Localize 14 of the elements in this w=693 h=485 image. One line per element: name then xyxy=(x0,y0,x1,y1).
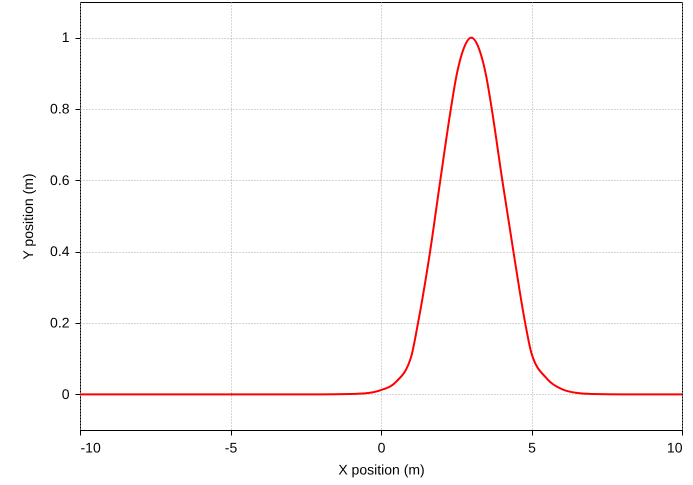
y-axis-title: Y position (m) xyxy=(20,173,36,260)
x-tick-label: 10 xyxy=(666,440,683,456)
x-tick-label: -10 xyxy=(80,440,101,456)
y-tick-label: 0.8 xyxy=(50,100,70,116)
y-tick-label: 0.4 xyxy=(50,243,70,260)
x-tick-label: 0 xyxy=(378,440,386,456)
x-tick-label: -5 xyxy=(224,440,238,456)
y-tick-label: 0 xyxy=(62,386,70,402)
y-tick-label: 1 xyxy=(62,29,70,46)
y-tick-label: 0.6 xyxy=(50,172,70,188)
x-axis-title: X position (m) xyxy=(338,462,425,478)
x-tick-label: 5 xyxy=(528,440,536,456)
line-series xyxy=(79,36,683,396)
y-tick-label: 0.2 xyxy=(50,314,70,330)
